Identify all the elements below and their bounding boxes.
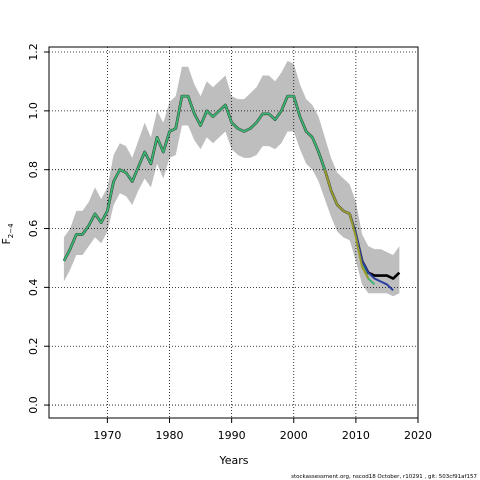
y-tick-label: 0.4 (27, 279, 40, 297)
x-tick-label: 1970 (93, 429, 121, 442)
confidence-band (63, 60, 400, 297)
x-tick-label: 1990 (218, 429, 246, 442)
x-tick-label: 2020 (404, 429, 432, 442)
y-axis-label: F2−4 (0, 223, 15, 245)
x-tick-label: 2000 (280, 429, 308, 442)
x-axis-label: Years (218, 454, 248, 467)
y-tick-label: 0.8 (27, 161, 40, 179)
y-tick-label: 0.6 (27, 220, 40, 238)
y-axis-label-subscript: 2−4 (7, 223, 15, 238)
plot-frame (48, 46, 419, 419)
y-tick-label: 0.2 (27, 337, 40, 355)
x-tick-label: 1980 (156, 429, 184, 442)
y-tick-label: 1.0 (27, 102, 40, 120)
footer: stockassessment.org, nscod18 October, r1… (291, 474, 477, 480)
series-line (63, 95, 376, 286)
y-tick-label: 1.2 (27, 43, 40, 61)
y-axis-label-main: F (0, 238, 13, 244)
y-tick-label: 0.0 (27, 396, 40, 414)
x-tick-label: 2010 (342, 429, 370, 442)
series-line (323, 169, 370, 280)
